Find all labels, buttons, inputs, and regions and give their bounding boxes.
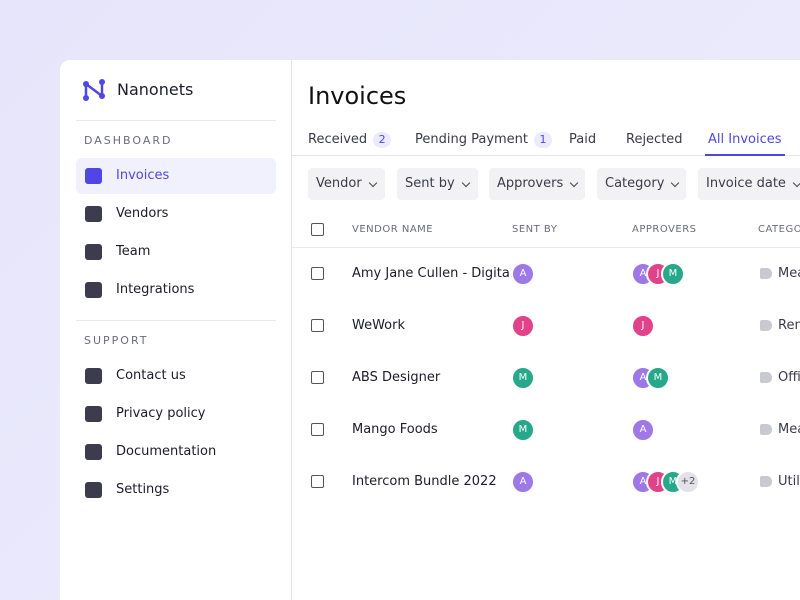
filter-label: Category (605, 176, 665, 191)
filter-label: Sent by (405, 176, 455, 191)
tag-icon (760, 268, 772, 279)
category: Utili (778, 474, 800, 489)
app-card (60, 60, 800, 600)
icon (85, 244, 102, 260)
column-header: CATEGO (758, 224, 800, 235)
checkbox[interactable] (311, 267, 324, 280)
vendor-name: ABS Designer (352, 370, 441, 385)
tab[interactable]: All Invoices (708, 132, 782, 147)
header-line (292, 247, 800, 248)
category: Ren (778, 318, 800, 333)
divider (76, 320, 276, 321)
tab-badge: 2 (373, 132, 392, 148)
filter-dropdown[interactable] (698, 168, 800, 200)
avatar: J (511, 314, 535, 338)
filter-dropdown[interactable] (597, 168, 686, 200)
tab[interactable]: Received (308, 132, 368, 147)
column-header: VENDOR NAME (352, 224, 434, 235)
nav-item[interactable]: Vendors (116, 206, 169, 221)
nav-item[interactable]: Contact us (116, 368, 186, 383)
filter-label: Vendor (316, 176, 362, 191)
nav-item[interactable]: Documentation (116, 444, 217, 459)
brand-name: Nanonets (117, 80, 194, 99)
icon (85, 282, 102, 298)
avatar: A (511, 262, 535, 286)
icon (85, 168, 102, 184)
column-header: APPROVERS (632, 224, 697, 235)
avatar: +2 (676, 470, 700, 494)
vendor-name: Mango Foods (352, 422, 438, 437)
avatar: J (631, 314, 655, 338)
vendor-name: Intercom Bundle 2022 (352, 474, 497, 489)
checkbox[interactable] (311, 423, 324, 436)
icon (85, 444, 102, 460)
tag-icon (760, 476, 772, 487)
icon (85, 206, 102, 222)
category: Mea (778, 422, 800, 437)
avatar: A (631, 418, 655, 442)
tag-icon (760, 424, 772, 435)
nav-active-bg (76, 158, 276, 194)
sidebar-border (291, 60, 292, 600)
tabs-line (292, 155, 800, 156)
section-title: SUPPORT (84, 334, 149, 347)
vendor-name: Amy Jane Cullen - Digita... (352, 266, 523, 281)
page-title: Invoices (308, 82, 407, 110)
section-title: DASHBOARD (84, 134, 173, 147)
icon (85, 368, 102, 384)
checkbox[interactable] (311, 223, 324, 236)
nav-item[interactable]: Settings (116, 482, 170, 497)
tab[interactable]: Pending Payment (415, 132, 529, 147)
nav-item[interactable]: Privacy policy (116, 406, 206, 421)
tag-icon (760, 372, 772, 383)
avatar: M (646, 366, 670, 390)
nav-item[interactable]: Invoices (116, 168, 170, 183)
checkbox[interactable] (311, 475, 324, 488)
vendor-name: WeWork (352, 318, 406, 333)
tab-badge: 1 (534, 132, 553, 148)
column-header: SENT BY (512, 224, 558, 235)
avatar: A (511, 470, 535, 494)
nav-item[interactable]: Team (116, 244, 151, 259)
tab[interactable]: Rejected (626, 132, 683, 147)
checkbox[interactable] (311, 371, 324, 384)
filter-label: Invoice date (706, 176, 786, 191)
filter-dropdown[interactable] (489, 168, 585, 200)
nav-item[interactable]: Integrations (116, 282, 195, 297)
tab-underline (705, 154, 785, 156)
tab[interactable]: Paid (569, 132, 597, 147)
category: Offi (778, 370, 800, 385)
avatar: M (511, 418, 535, 442)
filter-dropdown[interactable] (397, 168, 478, 200)
icon (85, 482, 102, 498)
icon (85, 406, 102, 422)
logo (83, 79, 105, 101)
filter-dropdown[interactable] (308, 168, 385, 200)
avatar: M (511, 366, 535, 390)
category: Mea (778, 266, 800, 281)
avatar: M (661, 262, 685, 286)
filter-label: Approvers (497, 176, 564, 191)
checkbox[interactable] (311, 319, 324, 332)
tag-icon (760, 320, 772, 331)
divider (76, 120, 276, 121)
